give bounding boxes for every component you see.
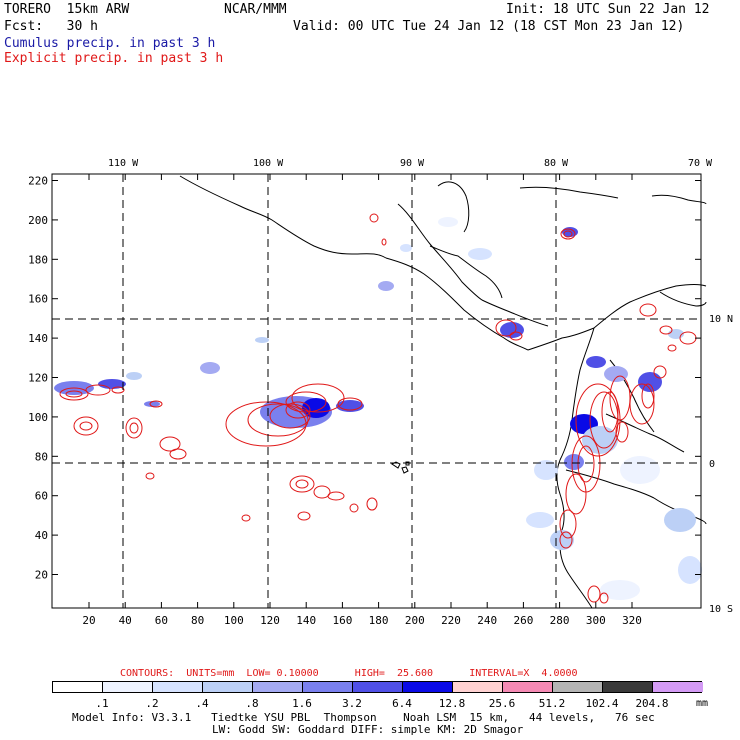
yucatan-gulf-coast <box>397 203 549 327</box>
colorbar-label: 51.2 <box>538 697 566 710</box>
colorbar-label: 102.4 <box>585 697 619 710</box>
model-title: TORERO 15km ARW <box>4 2 130 17</box>
galapagos-3 <box>405 461 410 466</box>
cumulus-precip <box>54 217 702 600</box>
forecast-hour: Fcst: 30 h <box>4 19 98 34</box>
panama-isthmus <box>527 327 595 351</box>
x-tick-label: 160 <box>332 614 352 627</box>
valid-time: Valid: 00 UTC Tue 24 Jan 12 (18 CST Mon … <box>293 19 685 34</box>
x-tick-label: 280 <box>550 614 570 627</box>
axis-ticks <box>52 174 701 608</box>
colorbar-label: 25.6 <box>488 697 516 710</box>
cuba <box>519 186 619 199</box>
colorbar-swatch <box>303 682 353 692</box>
colorbar-swatch <box>353 682 403 692</box>
lon-label: 80 W <box>544 158 569 169</box>
colorbar-label: 1.6 <box>292 697 312 710</box>
colorbar-swatch <box>403 682 453 692</box>
colorbar-swatch <box>553 682 603 692</box>
x-tick-label: 60 <box>155 614 168 627</box>
y-tick-label: 180 <box>28 253 48 266</box>
org-label: NCAR/MMM <box>224 2 287 17</box>
colorbar-label: 3.2 <box>342 697 362 710</box>
lon-label: 90 W <box>400 158 425 169</box>
y-tick-label: 160 <box>28 293 48 306</box>
hispaniola <box>651 194 707 205</box>
colorbar-label: 6.4 <box>392 697 412 710</box>
colorbar-label: 12.8 <box>438 697 466 710</box>
colorbar-swatch <box>203 682 253 692</box>
yucatan-peninsula <box>437 181 470 233</box>
colorbar-swatch <box>103 682 153 692</box>
x-tick-label: 20 <box>82 614 95 627</box>
explicit-precip-contours <box>59 213 697 604</box>
lon-label: 110 W <box>108 158 139 169</box>
central-america-coast <box>385 257 529 351</box>
y-tick-label: 80 <box>35 450 48 463</box>
ecuador-peru-border <box>565 469 655 499</box>
y-tick-label: 120 <box>28 372 48 385</box>
coastlines <box>179 175 707 609</box>
colorbar-swatch <box>153 682 203 692</box>
mexico-coast <box>179 175 387 259</box>
south-america-pacific-coast <box>556 327 595 609</box>
map-frame <box>51 173 702 609</box>
y-tick-label: 220 <box>28 175 48 188</box>
x-tick-label: 240 <box>477 614 497 627</box>
colorbar-unit: mm <box>696 698 709 709</box>
central-america-interior <box>429 245 503 299</box>
init-time: Init: 18 UTC Sun 22 Jan 12 <box>506 2 710 17</box>
x-tick-label: 260 <box>513 614 533 627</box>
x-tick-label: 220 <box>441 614 461 627</box>
y-tick-label: 100 <box>28 411 48 424</box>
colorbar-swatch <box>53 682 103 692</box>
y-tick-label: 60 <box>35 490 48 503</box>
colombia-caribbean-coast <box>593 284 707 329</box>
colorbar-swatch <box>653 682 703 692</box>
y-tick-label: 200 <box>28 214 48 227</box>
colorbar-swatch <box>603 682 653 692</box>
x-tick-label: 100 <box>224 614 244 627</box>
x-tick-label: 40 <box>119 614 132 627</box>
colorbar-label: .2 <box>145 697 159 710</box>
contours-info: CONTOURS: UNITS=mm LOW= 0.10000 HIGH= 25… <box>120 668 578 679</box>
y-tick-label: 20 <box>35 569 48 582</box>
lon-label: 70 W <box>688 158 713 169</box>
colorbar-swatch <box>253 682 303 692</box>
y-tick-label: 140 <box>28 332 48 345</box>
galapagos-2 <box>401 466 409 474</box>
lon-label: 100 W <box>253 158 284 169</box>
x-tick-label: 120 <box>260 614 280 627</box>
lat-label: 0 <box>709 459 715 470</box>
colorbar-label: .8 <box>245 697 259 710</box>
model-physics: LW: Godd SW: Goddard DIFF: simple KM: 2D… <box>212 723 524 736</box>
x-tick-label: 140 <box>296 614 316 627</box>
colorbar-label: .1 <box>95 697 109 710</box>
colorbar-label: .4 <box>195 697 209 710</box>
lat-label: 10 N <box>709 314 733 325</box>
axis-tick-labels: 220 200 180 160 140 120 100 80 60 40 20 20 40 60 80 100… <box>28 175 642 627</box>
x-tick-label: 320 <box>622 614 642 627</box>
colorbar <box>52 681 703 693</box>
legend-explicit: Explicit precip. in past 3 h <box>4 51 224 66</box>
model-info: Model Info: V3.3.1 Tiedtke YSU PBL Thomp… <box>72 711 655 724</box>
x-tick-label: 300 <box>586 614 606 627</box>
legend-cumulus: Cumulus precip. in past 3 h <box>4 36 216 51</box>
x-tick-label: 180 <box>369 614 389 627</box>
colorbar-label: 204.8 <box>635 697 669 710</box>
lat-labels: 10 N 0 10 S <box>709 314 733 615</box>
x-tick-label: 200 <box>405 614 425 627</box>
lon-labels: 110 W 100 W 90 W 80 W 70 W <box>108 158 713 169</box>
x-tick-label: 80 <box>191 614 204 627</box>
colorbar-swatch <box>503 682 553 692</box>
latlon-grid <box>52 174 701 608</box>
y-tick-label: 40 <box>35 529 48 542</box>
lat-label: 10 S <box>709 604 733 615</box>
venezuela-coast <box>659 291 707 307</box>
colorbar-swatch <box>453 682 503 692</box>
